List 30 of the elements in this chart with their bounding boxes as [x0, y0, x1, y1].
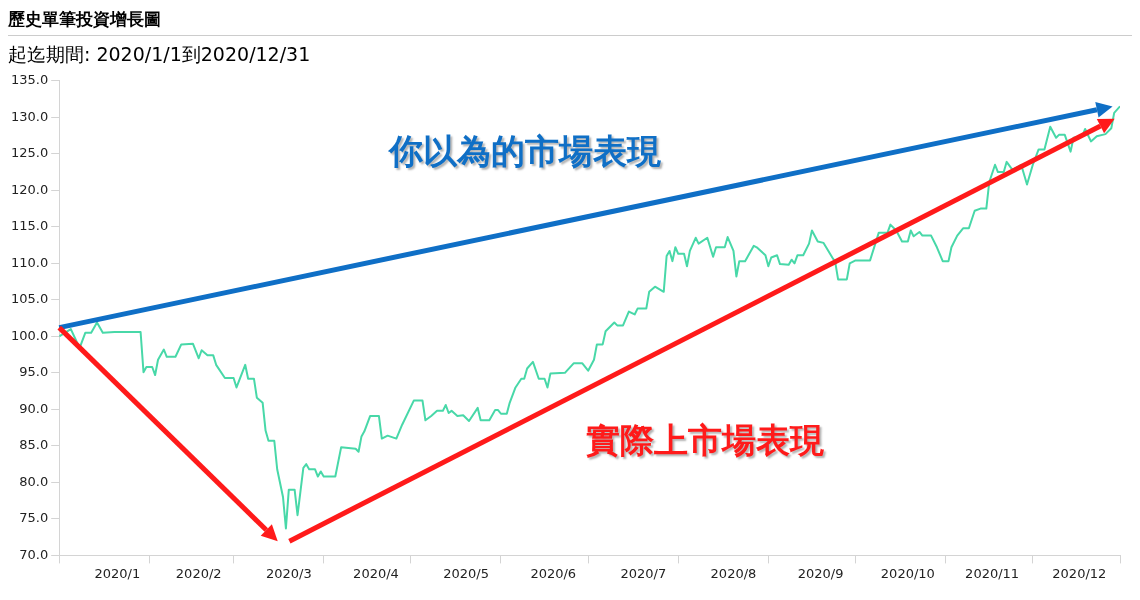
- x-tick-label: 2020/12: [1052, 565, 1107, 581]
- x-tick-label: 2020/10: [880, 565, 935, 581]
- y-tick-label: 110.0: [11, 254, 49, 270]
- x-tick-label: 2020/7: [620, 565, 667, 581]
- y-tick-label: 135.0: [11, 72, 49, 88]
- annotation: 實際上市場表現: [586, 419, 825, 463]
- y-tick-label: 95.0: [19, 364, 49, 380]
- y-tick-label: 130.0: [11, 108, 49, 124]
- x-tick-label: 2020/5: [443, 565, 489, 581]
- x-tick-label: 2020/2: [175, 565, 222, 581]
- y-tick-label: 90.0: [19, 400, 49, 416]
- y-tick-label: 125.0: [11, 145, 49, 161]
- y-tick-label: 105.0: [11, 291, 49, 307]
- y-tick-label: 115.0: [11, 218, 49, 234]
- annotation: 你以為的市場表現: [388, 129, 661, 173]
- y-tick-label: 80.0: [19, 473, 49, 489]
- x-tick-label: 2020/1: [94, 565, 141, 581]
- x-tick-label: 2020/8: [710, 565, 757, 581]
- y-tick-label: 75.0: [19, 510, 49, 526]
- y-tick-label: 70.0: [19, 546, 49, 562]
- x-tick-label: 2020/6: [530, 565, 577, 581]
- chart-subtitle: 起迄期間: 2020/1/1到2020/12/31: [8, 42, 312, 67]
- chart-title: 歷史單筆投資增長圖: [8, 8, 1132, 36]
- y-tick-label: 100.0: [11, 327, 49, 343]
- x-tick-label: 2020/11: [965, 565, 1020, 581]
- x-tick-label: 2020/9: [797, 565, 844, 581]
- x-tick-label: 2020/4: [353, 565, 399, 581]
- y-tick-label: 85.0: [19, 437, 49, 453]
- x-tick-label: 2020/3: [265, 565, 312, 581]
- y-tick-label: 120.0: [11, 181, 49, 197]
